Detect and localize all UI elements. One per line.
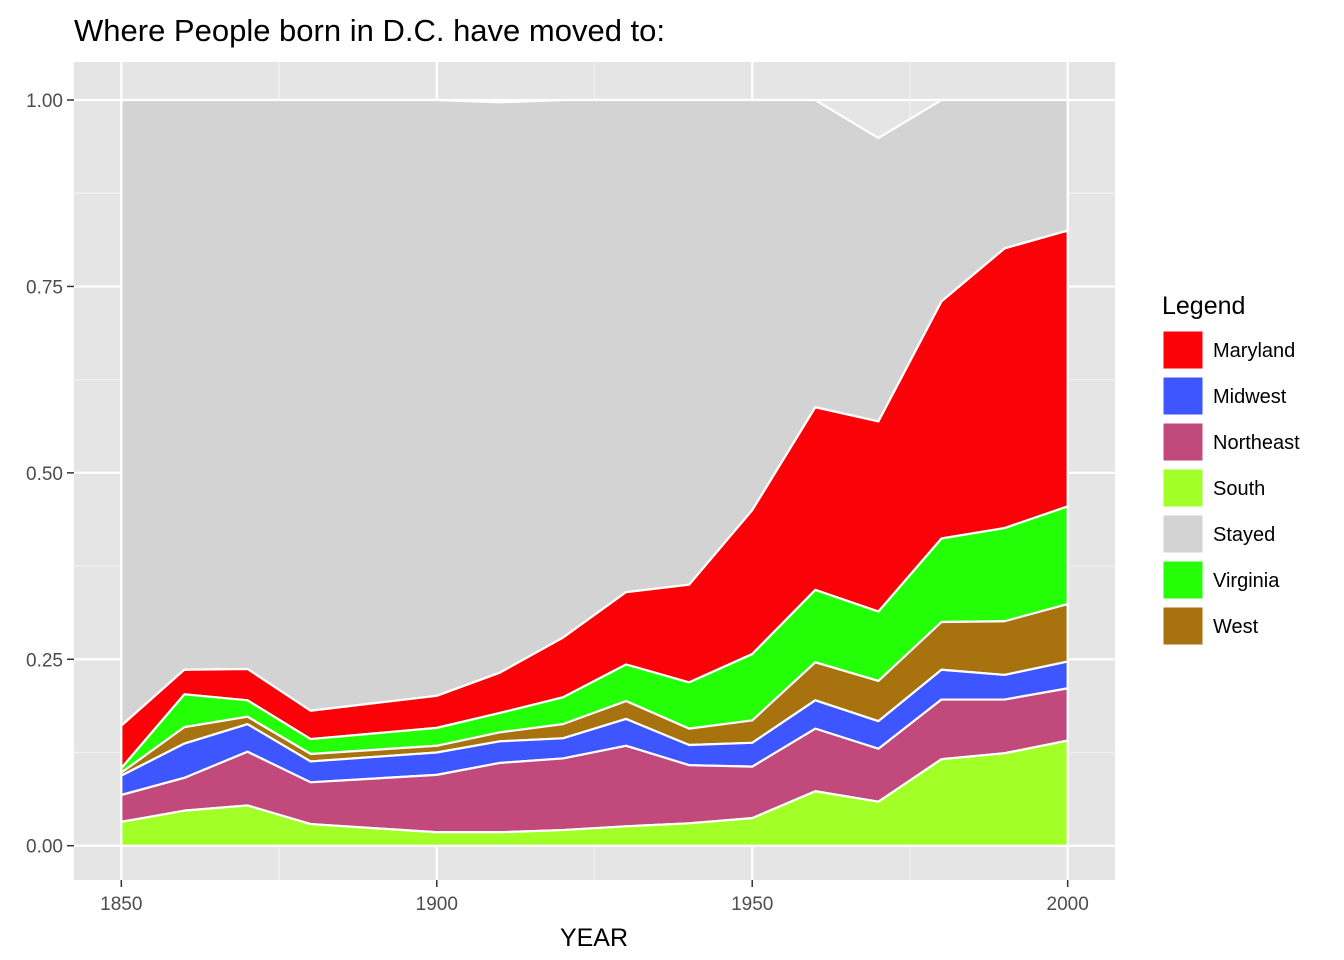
area-south [120, 739, 1069, 847]
chart-title: Where People born in D.C. have moved to: [74, 13, 665, 48]
y-tick-label: 0.75 [26, 277, 63, 298]
legend: Legend Maryland Midwest Northeast South Stay… [1162, 292, 1300, 646]
x-tick-label: 1950 [731, 894, 773, 915]
x-axis-title: YEAR [560, 924, 628, 952]
x-axis: 1850 1900 1950 2000 [100, 880, 1089, 915]
legend-label-stayed: Stayed [1213, 524, 1275, 546]
legend-swatch-stayed [1162, 514, 1204, 554]
legend-label-west: West [1213, 616, 1259, 638]
legend-label-virginia: Virginia [1213, 570, 1280, 592]
x-tick-label: 1850 [100, 894, 142, 915]
legend-swatch-northeast [1162, 422, 1204, 462]
legend-label-maryland: Maryland [1213, 340, 1295, 362]
y-tick-label: 0.00 [26, 837, 63, 858]
legend-swatch-west [1162, 606, 1204, 646]
x-tick-label: 2000 [1047, 894, 1089, 915]
legend-label-midwest: Midwest [1213, 386, 1287, 408]
legend-swatch-virginia [1162, 560, 1204, 600]
legend-title: Legend [1162, 292, 1245, 320]
legend-entries: Maryland Midwest Northeast South Stayed Virgi… [1162, 330, 1300, 646]
y-tick-label: 1.00 [26, 91, 63, 112]
legend-swatch-south [1162, 468, 1204, 508]
y-tick-label: 0.25 [26, 650, 63, 671]
legend-label-south: South [1213, 478, 1265, 500]
legend-label-northeast: Northeast [1213, 432, 1300, 454]
y-axis: 0.00 0.25 0.50 0.75 1.00 [26, 91, 74, 858]
area-series [120, 98, 1069, 847]
y-tick-label: 0.50 [26, 464, 63, 485]
legend-swatch-midwest [1162, 376, 1204, 416]
legend-swatch-maryland [1162, 330, 1204, 370]
x-tick-label: 1900 [416, 894, 458, 915]
